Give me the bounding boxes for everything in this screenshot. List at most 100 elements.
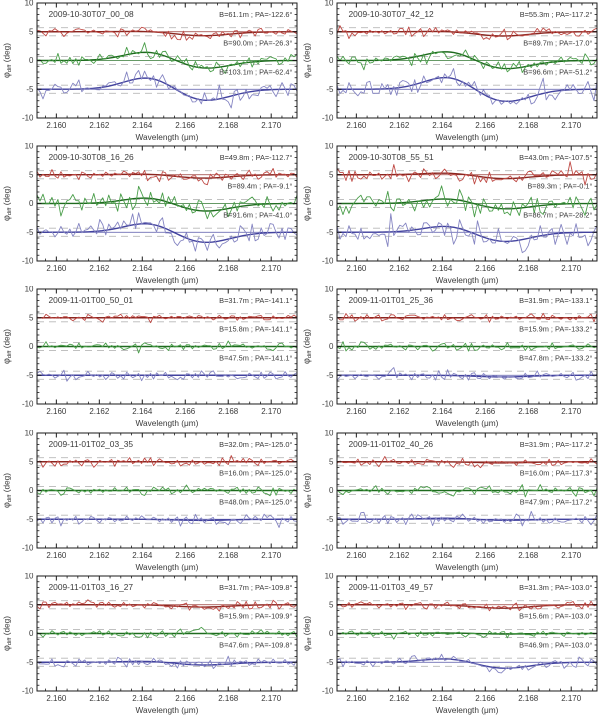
- baseline-annotation-red: B=32.0m ; PA=-125.0°: [219, 439, 292, 448]
- baseline-annotation-blue: B=86.7m ; PA=-28.2°: [523, 210, 592, 219]
- x-tick-label: 2.160: [346, 407, 367, 416]
- baseline-annotation-green: B=16.0m ; PA=-117.3°: [520, 468, 593, 477]
- y-axis-label: φdiff (deg): [2, 329, 14, 364]
- panel-2009-10-30T08_55_51: 2.160 2.162 2.164 2.166 2.168 2.170 -10 -5 0 5 10 W…: [300, 142, 600, 286]
- y-tick-label: 10: [25, 573, 34, 581]
- x-tick-label: 2.166: [175, 121, 196, 130]
- x-tick-label: 2.170: [261, 407, 282, 416]
- panel-svg: 2.160 2.162 2.164 2.166 2.168 2.170 -10 -5 0 5 10 W…: [302, 571, 598, 715]
- y-tick-label: 0: [329, 486, 334, 495]
- y-tick-label: -10: [22, 543, 34, 552]
- panel-title: 2009-10-30T07_42_12: [349, 9, 435, 19]
- x-tick-label: 2.160: [346, 551, 367, 560]
- x-tick-label: 2.160: [346, 121, 367, 130]
- panel-2009-10-30T07_00_08: 2.160 2.162 2.164 2.166 2.168 2.170 -10 -5 0 5 10 W…: [0, 0, 300, 143]
- y-tick-label: 10: [25, 430, 34, 438]
- panel-title: 2009-11-01T02_03_35: [49, 438, 134, 448]
- y-tick-label: -10: [22, 257, 34, 266]
- x-tick-label: 2.170: [561, 551, 582, 560]
- y-tick-label: 10: [325, 143, 334, 151]
- x-tick-label: 2.166: [475, 694, 496, 703]
- trace-red-group: [37, 313, 297, 324]
- trace-green-data: [337, 483, 597, 497]
- y-tick-label: 5: [329, 171, 334, 180]
- baseline-annotation-blue: B=47.6m ; PA=-109.8°: [219, 640, 292, 649]
- panel-title: 2009-11-01T03_16_27: [49, 582, 134, 592]
- y-tick-label: -10: [22, 400, 34, 409]
- trace-green-data: [337, 49, 597, 73]
- trace-red-group: [337, 161, 597, 186]
- y-tick-label: -5: [26, 85, 34, 94]
- y-tick-label: -10: [322, 543, 334, 552]
- x-tick-label: 2.160: [46, 264, 67, 273]
- x-axis-label: Wavelength (μm): [436, 418, 499, 428]
- baseline-annotation-green: B=15.9m ; PA=-109.9°: [219, 611, 292, 620]
- x-tick-label: 2.168: [218, 264, 239, 273]
- x-axis-label: Wavelength (μm): [136, 275, 199, 285]
- y-tick-label: -10: [322, 686, 334, 695]
- x-tick-label: 2.160: [46, 121, 67, 130]
- baseline-annotation-red: B=49.8m ; PA=-112.7°: [220, 153, 293, 162]
- trace-red-group: [37, 168, 297, 186]
- y-tick-label: 0: [29, 486, 34, 495]
- x-tick-label: 2.164: [132, 121, 153, 130]
- x-tick-label: 2.166: [175, 407, 196, 416]
- y-tick-label: -5: [26, 515, 34, 524]
- x-tick-label: 2.168: [518, 551, 539, 560]
- y-axis-label: φdiff (deg): [2, 615, 14, 650]
- x-tick-label: 2.160: [346, 264, 367, 273]
- panel-title: 2009-10-30T08_16_26: [49, 152, 135, 162]
- trace-blue-model: [337, 225, 597, 243]
- x-tick-label: 2.170: [261, 694, 282, 703]
- baseline-annotation-red: B=31.9m ; PA=-117.2°: [520, 439, 593, 448]
- baseline-annotation-red: B=55.3m ; PA=-117.2°: [520, 10, 593, 19]
- trace-blue-data: [337, 510, 597, 526]
- x-tick-label: 2.164: [432, 121, 453, 130]
- trace-green-group: [337, 628, 597, 640]
- y-tick-label: 0: [29, 56, 34, 65]
- trace-blue-data: [37, 513, 297, 528]
- x-axis-label: Wavelength (μm): [436, 705, 499, 715]
- x-axis-label: Wavelength (μm): [136, 418, 199, 428]
- trace-green-data: [337, 185, 597, 218]
- trace-green-group: [337, 341, 597, 352]
- x-tick-label: 2.170: [561, 264, 582, 273]
- y-tick-label: 0: [329, 56, 334, 65]
- baseline-annotation-green: B=90.0m ; PA=-26.3°: [223, 38, 292, 47]
- y-tick-label: 10: [25, 143, 34, 151]
- panel-title: 2009-11-01T00_50_01: [49, 295, 134, 305]
- trace-blue-data: [337, 68, 597, 105]
- x-tick-label: 2.170: [561, 694, 582, 703]
- y-tick-label: -10: [322, 400, 334, 409]
- baseline-annotation-red: B=31.7m ; PA=-109.8°: [219, 583, 292, 592]
- trace-red-data: [37, 168, 297, 186]
- x-axis-label: Wavelength (μm): [436, 132, 499, 142]
- trace-red-data: [337, 600, 597, 611]
- x-tick-label: 2.162: [389, 121, 410, 130]
- panel-svg: 2.160 2.162 2.164 2.166 2.168 2.170 -10 -5 0 5 10 W…: [2, 142, 298, 285]
- trace-blue-group: [337, 367, 597, 382]
- x-tick-label: 2.162: [389, 694, 410, 703]
- y-tick-label: 5: [29, 457, 34, 466]
- y-axis-label: φdiff (deg): [302, 43, 314, 78]
- x-tick-label: 2.164: [132, 694, 153, 703]
- trace-green-data: [37, 484, 297, 496]
- y-tick-label: -5: [326, 85, 334, 94]
- x-axis-label: Wavelength (μm): [136, 562, 199, 572]
- y-tick-label: -5: [326, 371, 334, 380]
- x-axis-label: Wavelength (μm): [136, 705, 199, 715]
- x-tick-label: 2.162: [89, 264, 110, 273]
- trace-blue-data: [337, 367, 597, 382]
- x-tick-label: 2.170: [261, 551, 282, 560]
- trace-blue-group: [337, 653, 597, 674]
- x-tick-label: 2.166: [475, 121, 496, 130]
- trace-green-group: [37, 186, 297, 220]
- x-tick-label: 2.168: [218, 407, 239, 416]
- x-tick-label: 2.164: [132, 551, 153, 560]
- y-tick-label: 0: [29, 343, 34, 352]
- panel-title: 2009-11-01T02_40_26: [349, 438, 434, 448]
- x-tick-label: 2.162: [89, 407, 110, 416]
- trace-red-data: [337, 455, 597, 468]
- x-tick-label: 2.162: [89, 694, 110, 703]
- x-tick-label: 2.162: [389, 407, 410, 416]
